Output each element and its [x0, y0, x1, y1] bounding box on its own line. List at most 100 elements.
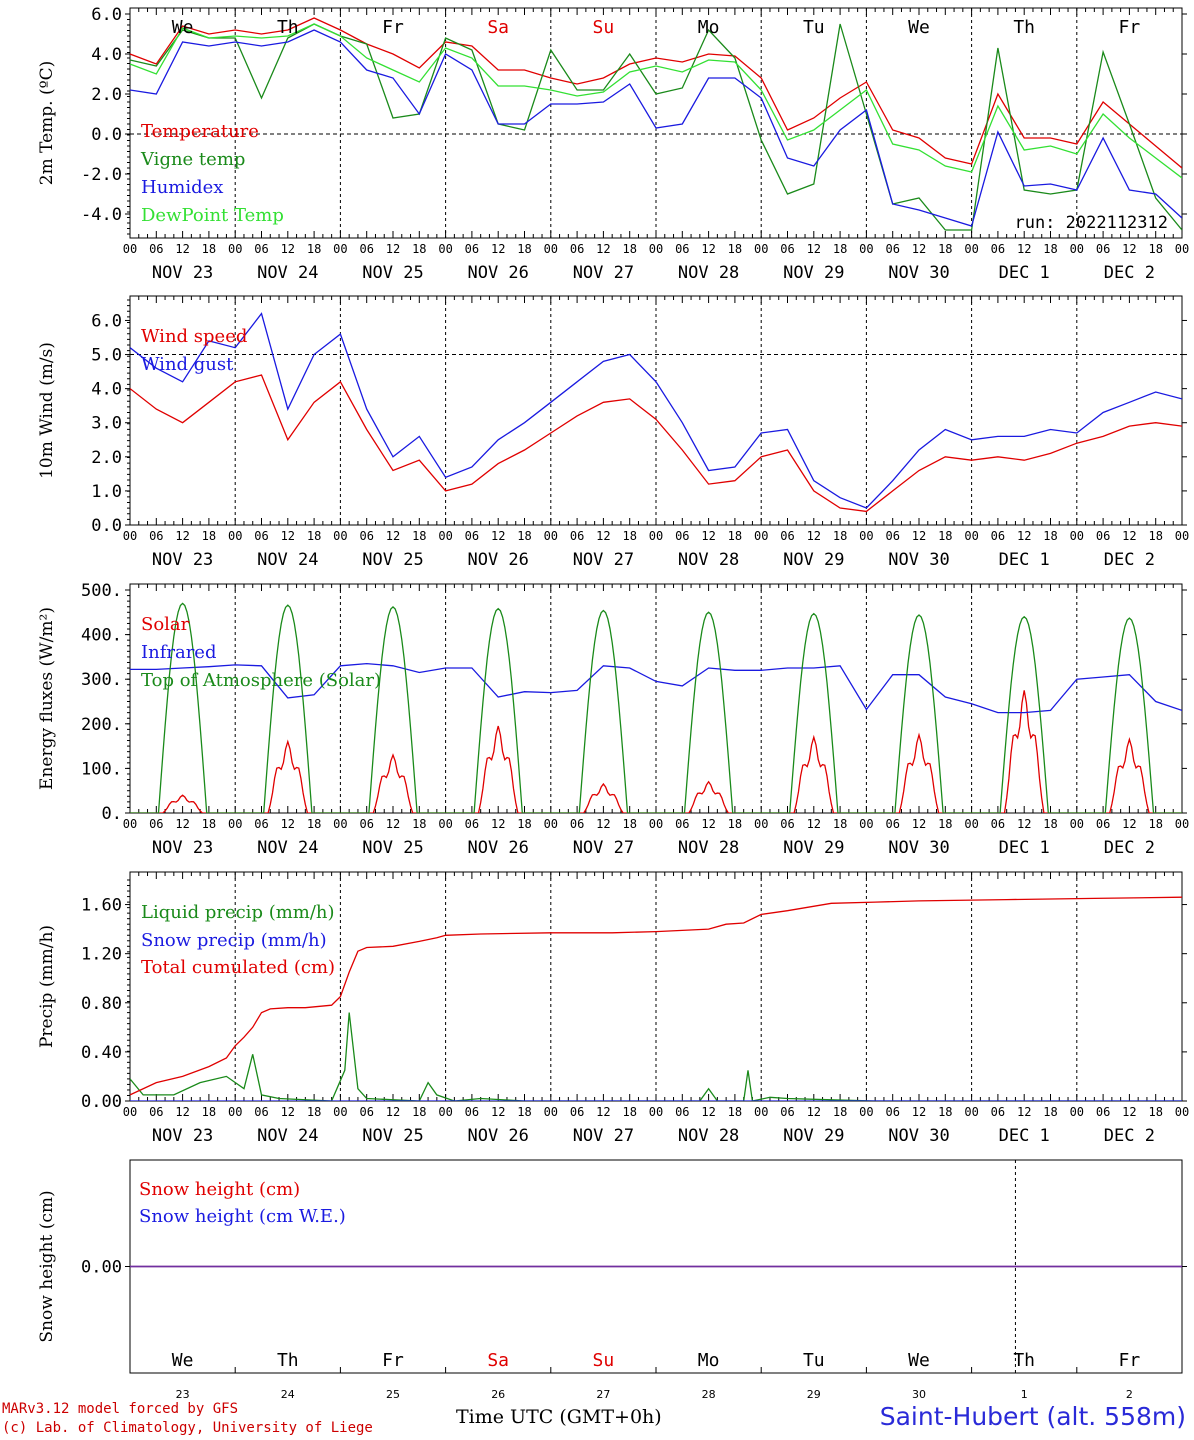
hour-tick-label: 00: [333, 529, 347, 543]
series-line-wind-speed: [130, 374, 1182, 513]
y-tick-label: 3.0: [91, 414, 122, 434]
hour-tick-label: 00: [333, 1105, 347, 1119]
date-label: DEC 2: [1104, 550, 1155, 570]
y-tick-label: 0.: [102, 804, 122, 824]
hour-tick-label: 12: [1122, 529, 1136, 543]
date-label: NOV 29: [783, 838, 844, 858]
series-line-solar: [130, 690, 1182, 813]
hour-tick-label: 12: [912, 242, 926, 256]
hour-tick-label: 00: [754, 242, 768, 256]
hour-tick-label: 00: [754, 1105, 768, 1119]
hour-tick-label: 00: [123, 1105, 137, 1119]
hour-tick-label: 12: [1017, 1105, 1031, 1119]
hour-tick-label: 18: [307, 242, 321, 256]
y-axis-label: 2m Temp. (ºC): [37, 61, 57, 186]
date-label: NOV 27: [573, 838, 634, 858]
date-label: NOV 25: [362, 550, 423, 570]
weekday-label: Sa: [487, 17, 509, 38]
date-label: NOV 23: [152, 838, 213, 858]
panel-3: [125, 583, 1187, 814]
hour-tick-label: 12: [912, 817, 926, 831]
y-tick-label: 0.00: [81, 1092, 122, 1112]
hour-tick-label: 06: [991, 242, 1005, 256]
y-tick-label: 0.00: [81, 1258, 122, 1278]
hour-tick-label: 18: [938, 817, 952, 831]
hour-tick-label: 18: [1148, 1105, 1162, 1119]
hour-tick-label: 06: [1096, 242, 1110, 256]
y-tick-label: 0.0: [91, 125, 122, 145]
y-tick-label: 2.0: [91, 448, 122, 468]
hour-tick-label: 18: [728, 817, 742, 831]
hour-tick-label: 00: [754, 817, 768, 831]
y-tick-label: 500.: [81, 581, 122, 601]
hour-tick-label: 06: [991, 817, 1005, 831]
y-tick-label: 1.60: [81, 896, 122, 916]
hour-tick-label: 06: [780, 817, 794, 831]
hour-tick-label: 18: [1148, 817, 1162, 831]
hour-tick-label: 00: [1175, 529, 1189, 543]
y-tick-label: 1.0: [91, 482, 122, 502]
hour-tick-label: 00: [649, 242, 663, 256]
date-label: NOV 27: [573, 550, 634, 570]
hour-tick-label: 00: [1175, 242, 1189, 256]
hour-tick-label: 06: [149, 529, 163, 543]
y-axis-label: Precip (mm/h): [37, 925, 57, 1048]
date-label: DEC 1: [999, 263, 1050, 283]
hour-tick-label: 18: [1148, 529, 1162, 543]
date-label: NOV 26: [467, 838, 528, 858]
hour-tick-label: 12: [281, 242, 295, 256]
hour-tick-label: 06: [149, 817, 163, 831]
hour-tick-label: 06: [1096, 529, 1110, 543]
hour-tick-label: 00: [438, 529, 452, 543]
hour-tick-label: 18: [517, 529, 531, 543]
hour-tick-label: 00: [859, 817, 873, 831]
weekday-label: Mo: [698, 17, 720, 38]
series-line-dewpoint-temp: [130, 23, 1182, 179]
hour-tick-label: 12: [491, 817, 505, 831]
hour-tick-label: 18: [1043, 817, 1057, 831]
hour-tick-label: 18: [307, 1105, 321, 1119]
legend-entry: Snow precip (mm/h): [141, 930, 327, 951]
date-label: NOV 23: [152, 1126, 213, 1146]
date-label: NOV 28: [678, 838, 739, 858]
hour-tick-label: 06: [254, 242, 268, 256]
series-line-total-cumulated-cm-: [130, 896, 1182, 1096]
legend-entry: Liquid precip (mm/h): [141, 902, 335, 923]
hour-tick-label: 06: [675, 1105, 689, 1119]
hour-tick-label: 12: [807, 529, 821, 543]
hour-tick-label: 18: [833, 242, 847, 256]
hour-tick-label: 18: [412, 242, 426, 256]
hour-tick-label: 06: [359, 1105, 373, 1119]
date-label: NOV 29: [783, 550, 844, 570]
legend-entry: Temperature: [141, 121, 259, 142]
hour-tick-label: 18: [622, 1105, 636, 1119]
legend-entry: Snow height (cm W.E.): [139, 1206, 346, 1227]
hour-tick-label: 06: [254, 817, 268, 831]
hour-tick-label: 06: [885, 1105, 899, 1119]
hour-tick-label: 18: [728, 529, 742, 543]
hour-tick-label: 12: [701, 242, 715, 256]
hour-tick-label: 06: [780, 242, 794, 256]
hour-tick-label: 18: [307, 529, 321, 543]
hour-tick-label: 18: [938, 242, 952, 256]
hour-tick-label: 18: [833, 817, 847, 831]
hour-tick-label: 18: [728, 242, 742, 256]
panel-1: [125, 7, 1187, 239]
weekday-label: Tu: [803, 1350, 825, 1371]
y-tick-label: 200.: [81, 715, 122, 735]
hour-tick-label: 06: [359, 817, 373, 831]
series-line-top-of-atmosphere-solar-: [130, 602, 1182, 813]
date-label: NOV 28: [678, 550, 739, 570]
day-number-label: 27: [596, 1388, 610, 1401]
weekday-label: Th: [1013, 1350, 1035, 1371]
hour-tick-label: 18: [307, 817, 321, 831]
hour-tick-label: 18: [412, 1105, 426, 1119]
y-tick-label: 0.80: [81, 994, 122, 1014]
hour-tick-label: 18: [412, 817, 426, 831]
hour-tick-label: 00: [859, 529, 873, 543]
weekday-label: Tu: [803, 17, 825, 38]
y-axis-label: 10m Wind (m/s): [37, 342, 57, 479]
y-tick-label: 0.40: [81, 1043, 122, 1063]
date-label: NOV 24: [257, 838, 318, 858]
weekday-label: Su: [593, 1350, 615, 1371]
